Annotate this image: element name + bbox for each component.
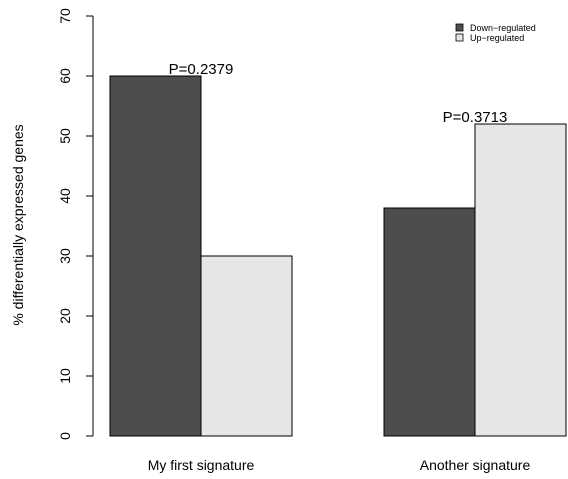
- bar-up-regulated-1: [474, 123, 567, 437]
- y-axis-label: % differentially expressed genes: [10, 124, 26, 325]
- annotations: P=0.2379 P=0.3713: [169, 61, 508, 126]
- legend-swatch: [455, 33, 464, 42]
- p-value-annotation: P=0.2379: [169, 61, 234, 78]
- p-value-annotation: P=0.3713: [443, 109, 508, 126]
- y-axis: 0 10 20 30 40 50 60 70: [57, 8, 94, 440]
- bars: [109, 75, 567, 437]
- y-tick-label: 30: [57, 248, 73, 264]
- bar-down-regulated-0: [109, 75, 202, 437]
- y-tick-label: 60: [57, 68, 73, 84]
- y-tick-label: 50: [57, 128, 73, 144]
- y-tick-label: 10: [57, 368, 73, 384]
- x-axis-labels: My first signature Another signature: [148, 457, 531, 473]
- legend-label: Up−regulated: [470, 33, 524, 43]
- legend-label: Down−regulated: [470, 23, 536, 33]
- y-tick-label: 40: [57, 188, 73, 204]
- legend-swatch: [455, 23, 464, 32]
- bar-down-regulated-1: [383, 207, 476, 437]
- y-tick-label: 0: [57, 432, 73, 440]
- category-label: Another signature: [420, 457, 531, 473]
- category-label: My first signature: [148, 457, 255, 473]
- bar-up-regulated-0: [200, 255, 293, 437]
- y-tick-label: 20: [57, 308, 73, 324]
- y-tick-label: 70: [57, 8, 73, 24]
